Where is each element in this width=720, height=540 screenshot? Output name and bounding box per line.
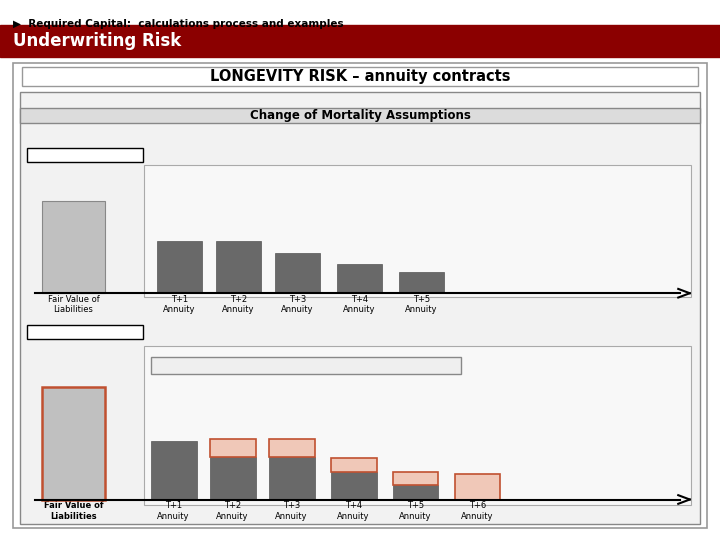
Text: T+5
Annuity: T+5 Annuity bbox=[399, 501, 432, 521]
Text: Underwriting Risk: Underwriting Risk bbox=[13, 32, 181, 50]
Text: Mortality assumptions = qx (1- 25%): Mortality assumptions = qx (1- 25%) bbox=[154, 361, 383, 370]
Text: ▶  Required Capital:  calculations process and examples: ▶ Required Capital: calculations process… bbox=[13, 19, 343, 29]
Text: 1. Before Stress: 1. Before Stress bbox=[32, 150, 127, 160]
Polygon shape bbox=[76, 181, 151, 275]
Text: T+6
Annuity: T+6 Annuity bbox=[461, 501, 494, 521]
Text: T+3
Annuity: T+3 Annuity bbox=[281, 295, 314, 314]
Text: T+2
Annuity: T+2 Annuity bbox=[216, 501, 249, 521]
Text: Fair Value of
Liabilities: Fair Value of Liabilities bbox=[44, 501, 103, 521]
Text: LONGEVITY RISK – annuity contracts: LONGEVITY RISK – annuity contracts bbox=[210, 69, 510, 84]
Text: Change of Mortality Assumptions: Change of Mortality Assumptions bbox=[250, 109, 470, 122]
Text: T+1
Annuity: T+1 Annuity bbox=[157, 501, 190, 521]
Text: T+4
Annuity: T+4 Annuity bbox=[343, 295, 376, 314]
Text: Fair Value of
Liabilities: Fair Value of Liabilities bbox=[48, 295, 99, 314]
Text: T+5
Annuity: T+5 Annuity bbox=[405, 295, 438, 314]
Text: T+3
Annuity: T+3 Annuity bbox=[275, 501, 308, 521]
Text: 2. After Stress: 2. After Stress bbox=[32, 327, 117, 337]
Text: T+1
Annuity: T+1 Annuity bbox=[163, 295, 196, 314]
Polygon shape bbox=[76, 373, 151, 467]
Text: T+4
Annuity: T+4 Annuity bbox=[337, 501, 370, 521]
Text: T+2
Annuity: T+2 Annuity bbox=[222, 295, 255, 314]
